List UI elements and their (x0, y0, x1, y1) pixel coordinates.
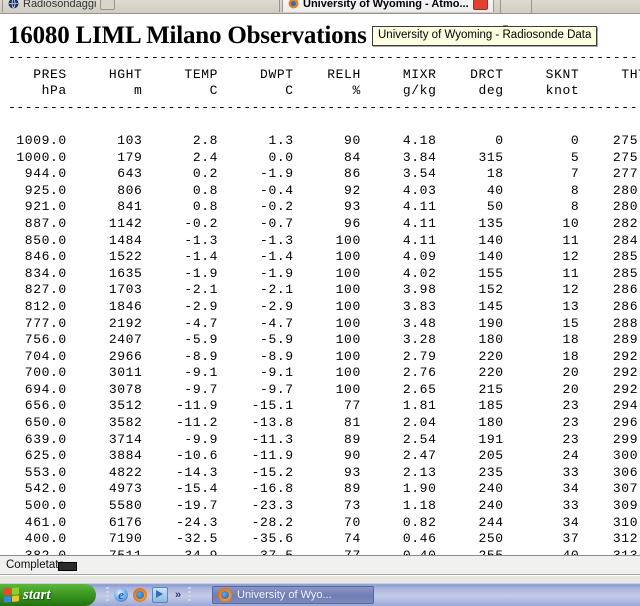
new-tab-button[interactable] (500, 0, 532, 13)
sounding-table[interactable]: ----------------------------------------… (8, 50, 640, 555)
windows-logo-icon (4, 587, 19, 603)
browser-tab-strip: Radiosondaggi University of Wyoming - At… (0, 0, 640, 14)
start-button[interactable]: start (0, 584, 96, 606)
media-player-icon[interactable] (152, 587, 168, 603)
taskbar-window-button[interactable]: University of Wyo... (212, 586, 374, 604)
browser-tab-label: Radiosondaggi (23, 0, 97, 10)
chevron-right-icon[interactable]: » (175, 589, 182, 601)
close-icon[interactable] (472, 0, 488, 10)
status-bar: Completato (0, 555, 640, 575)
internet-explorer-icon[interactable] (114, 588, 128, 602)
toolbar-grip[interactable] (106, 587, 109, 603)
close-icon[interactable] (100, 0, 116, 10)
status-bar-filler (0, 575, 640, 584)
toolbar-grip[interactable] (188, 587, 192, 603)
windows-taskbar: start » University of Wyo... (0, 583, 640, 606)
tooltip: University of Wyoming - Radiosonde Data (372, 26, 598, 46)
firefox-icon[interactable] (133, 588, 147, 602)
firefox-icon (218, 588, 232, 602)
quick-launch-bar: » (100, 584, 197, 606)
browser-tab-university-of-wyoming[interactable]: University of Wyoming - Atmo... (282, 0, 494, 12)
start-button-label: start (23, 586, 51, 603)
globe-icon (8, 0, 19, 9)
status-text: Completato (6, 559, 65, 571)
taskbar-window-label: University of Wyo... (237, 589, 332, 601)
browser-tab-label: University of Wyoming - Atmo... (303, 0, 469, 10)
browser-tab-radiosondaggi[interactable]: Radiosondaggi (2, 0, 280, 12)
page-content: 16080 LIML Milano Observations at 00Z 05… (0, 14, 640, 555)
firefox-icon (288, 0, 299, 9)
